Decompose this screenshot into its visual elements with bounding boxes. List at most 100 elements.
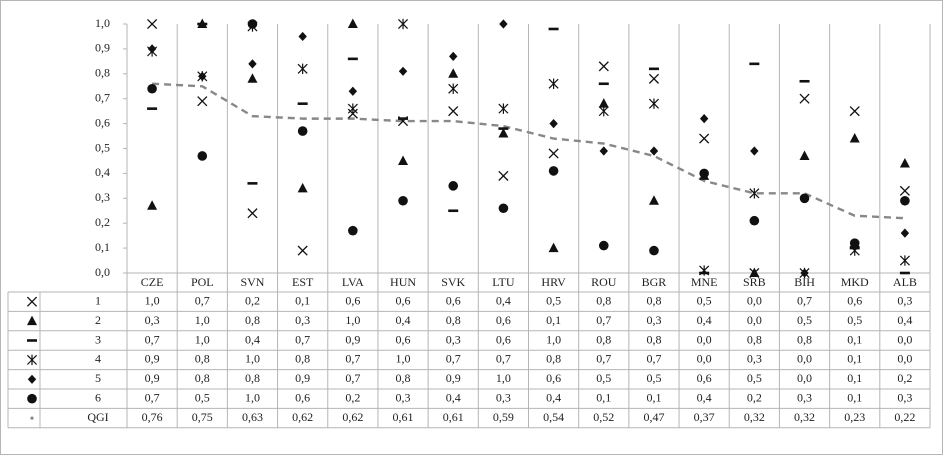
table-cell: 0,6 [396,332,411,346]
table-cell: 0,1 [847,371,862,385]
table-cell: 0,7 [195,293,210,307]
table-cell: 0,1 [847,352,862,366]
y-tick-label: 0,3 [95,190,110,204]
marker-circle [27,393,37,404]
marker-x [899,185,910,196]
category-label: ALB [893,275,917,289]
table-cell: 0,5 [596,371,611,385]
table-cell: 0,7 [145,332,160,346]
table-cell: 0,0 [697,332,712,346]
marker-circle [598,240,609,251]
table-cell: 0,3 [897,390,912,404]
marker-triangle [749,267,760,277]
marker-diamond [198,71,207,81]
category-axis: CZE POL SVN EST LVA HUN SVK LTU HRV ROU BGR MNE SRB B… [141,275,917,289]
marker-diamond [147,44,157,54]
table-cell: 0,6 [295,390,310,404]
marker-triangle [799,150,810,160]
table-cell: 0,3 [295,313,310,327]
marker-star [899,255,910,266]
table-cell: 0,6 [496,313,511,327]
table-cell: 0,1 [546,313,561,327]
table-cell: 0,47 [643,410,664,424]
y-tick-label: 1,0 [95,16,110,30]
marker-diamond [699,114,709,124]
table-cell: 1,0 [245,390,260,404]
table-cell: 0,62 [292,410,313,424]
table-cell: 0,5 [747,371,762,385]
table-cell: 0,4 [897,313,912,327]
category-label: CZE [141,275,164,289]
marker-triangle [27,315,37,326]
table-cell: 0,0 [797,371,812,385]
table-cell: 0,0 [897,332,912,346]
table-cell: 0,3 [496,390,511,404]
table-cell: 0,3 [747,352,762,366]
marker-star [648,98,659,109]
table-cell: 0,8 [396,371,411,385]
marker-circle [849,238,860,248]
table-cell: 0,76 [142,410,163,424]
marker-triangle [448,68,459,78]
category-label: EST [292,275,314,289]
y-tick-label: 0,4 [95,165,110,179]
table-cell: 0,8 [546,352,561,366]
table-cell: 0,59 [493,410,514,424]
table-cell: 0,4 [697,313,712,327]
y-tick-label: 0,2 [95,215,110,229]
marker-x [197,96,208,107]
table-cell: 0,3 [145,313,160,327]
marker-diamond [649,146,659,156]
table-cell: 0,7 [145,390,160,404]
series-label: 5 [95,371,101,385]
marker-star [448,83,459,94]
table-cell: 0,9 [295,371,310,385]
table-cell: 0,8 [596,293,611,307]
category-label: BIH [794,275,815,289]
table-cell: 0,61 [443,410,464,424]
marker-diamond [599,146,608,156]
category-label: ROU [591,275,617,289]
table-cell: 0,7 [797,293,812,307]
table-cell: 1,0 [195,332,210,346]
table-cell: 0,8 [245,371,260,385]
table-cell: 0,1 [646,390,661,404]
y-axis-ticks: 0,0 0,1 0,2 0,3 0,4 0,5 0,6 0,7 0,8 0,9 1,0 [95,16,127,279]
table-cell: 1,0 [195,313,210,327]
marker-circle [247,19,258,29]
marker-circle [699,168,709,179]
marker-circle [348,225,358,236]
table-cell: 0,8 [195,352,210,366]
marker-circle [900,195,910,206]
category-label: POL [191,275,214,289]
marker-x [147,18,158,30]
marker-star [26,354,38,366]
marker-triangle [899,157,910,168]
marker-triangle [147,200,158,210]
marker-diamond [800,268,809,278]
table-cell: 0,4 [546,390,561,404]
marker-circle [498,203,509,214]
table-cell: 0,32 [794,410,815,424]
category-label: BGR [642,275,667,289]
table-cell: 0,8 [747,332,762,346]
table-cell: 0,7 [345,371,360,385]
table-cell: 0,22 [894,410,915,424]
table-cell: 0,6 [847,293,862,307]
marker-circle [448,181,459,191]
marker-x [498,170,509,181]
table-cell: 0,8 [646,293,661,307]
marker-x [26,296,38,307]
category-label: LVA [342,275,364,289]
table-cell: 0,5 [697,293,712,307]
marker-x [799,93,810,104]
marker-circle [147,83,157,94]
table-cell: 0,1 [847,390,862,404]
table-cell: 0,3 [446,332,461,346]
marker-qgi [30,416,34,420]
marker-x [849,106,860,117]
series-label: QGI [87,410,108,424]
table-cell: 0,6 [446,293,461,307]
table-cell: 0,2 [245,293,260,307]
